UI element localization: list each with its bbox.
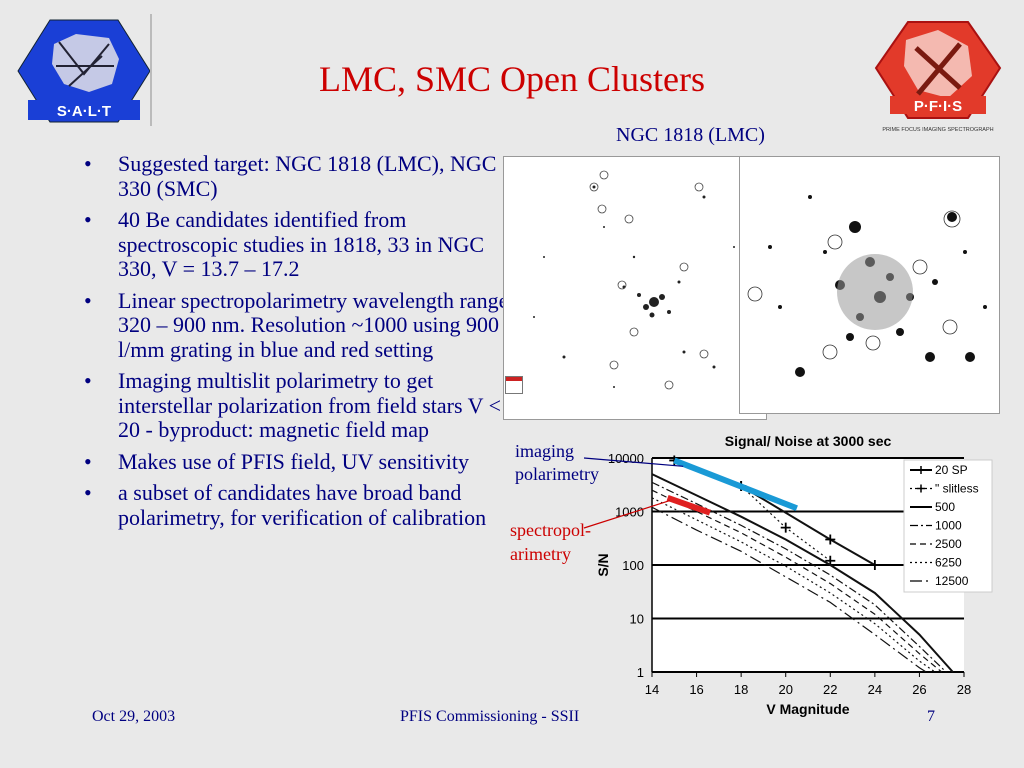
spectropol-annotation-line: arimetry [510, 544, 571, 564]
bullet-item: Suggested target: NGC 1818 (LMC), NGC 33… [82, 151, 512, 201]
slide-title: LMC, SMC Open Clusters [318, 59, 706, 99]
spectropol-pointer-arrow [583, 500, 671, 529]
y-tick-label: 1 [637, 665, 644, 680]
image-placeholder-icon [505, 376, 523, 394]
salt-logo-text: S·A·L·T [57, 103, 111, 120]
y-tick-label: 100 [622, 558, 644, 573]
star-field-image-zoom [739, 156, 1000, 414]
highlight-band [666, 495, 711, 516]
series-marker [869, 560, 880, 570]
y-axis-label: S/N [595, 553, 611, 576]
x-tick-label: 16 [689, 682, 703, 697]
image-caption: NGC 1818 (LMC) [616, 124, 765, 146]
star-field-wide-svg [533, 170, 755, 390]
imaging-annotation-line: polarimetry [515, 464, 599, 484]
chart-title: Signal/ Noise at 3000 sec [725, 433, 892, 449]
legend-marker [917, 484, 925, 493]
legend-entry: 500 [935, 500, 955, 514]
x-tick-label: 18 [734, 682, 748, 697]
series-line [651, 506, 927, 673]
pfis-logo-text: P·F·I·S [914, 98, 962, 115]
pfis-logo-subtext: PRIME FOCUS IMAGING SPECTROGRAPH [882, 127, 993, 133]
legend-entry: " slitless [935, 482, 979, 496]
series-line [651, 489, 943, 673]
series-line [651, 481, 947, 673]
legend-entry: 1000 [935, 519, 962, 533]
bullet-list: Suggested target: NGC 1818 (LMC), NGC 33… [82, 151, 512, 537]
x-tick-label: 22 [823, 682, 837, 697]
imaging-pointer-arrow [583, 457, 684, 467]
bullet-item: Linear spectropolarimetry wavelength ran… [82, 288, 512, 363]
y-tick-label: 10000 [608, 451, 644, 466]
bullet-item: a subset of candidates have broad band p… [82, 480, 512, 530]
imaging-annotation: imaging polarimetry [515, 440, 599, 486]
signal-noise-chart: 1 10 100 1000 10000 14 16 18 20 22 24 26 28 Signal/ N… [583, 433, 993, 717]
x-tick-label: 24 [868, 682, 882, 697]
footer-date: Oct 29, 2003 [92, 708, 176, 725]
spectropol-annotation: spectropol- arimetry [510, 518, 591, 566]
pfis-logo: P·F·I·S PRIME FOCUS IMAGING SPECTROGRAPH [868, 18, 1008, 136]
x-tick-label: 26 [912, 682, 926, 697]
x-tick-label: 14 [645, 682, 659, 697]
star-field-zoom-svg [747, 195, 987, 377]
x-tick-label: 20 [778, 682, 792, 697]
y-tick-label: 10 [630, 612, 644, 627]
x-tick-label: 28 [957, 682, 971, 697]
legend-entry: 12500 [935, 574, 969, 588]
series-marker [825, 534, 836, 545]
bullet-item: Makes use of PFIS field, UV sensitivity [82, 449, 512, 475]
legend-marker [917, 466, 925, 474]
imaging-annotation-line: imaging [515, 441, 574, 461]
bullet-item: 40 Be candidates identified from spectro… [82, 207, 512, 282]
footer-page-number: 7 [927, 708, 935, 725]
series-line [651, 497, 936, 673]
series-marker [780, 522, 791, 533]
salt-logo: S·A·L·T [14, 14, 154, 128]
x-axis-label: V Magnitude [766, 701, 849, 717]
star-field-image-wide [503, 156, 767, 420]
highlight-band [673, 457, 798, 512]
legend-entry: 6250 [935, 556, 962, 570]
series-line [651, 473, 954, 673]
bullet-item: Imaging multislit polarimetry to get int… [82, 368, 512, 443]
legend-entry: 2500 [935, 537, 962, 551]
logo-divider [150, 14, 152, 126]
legend-entry: 20 SP [935, 463, 968, 477]
legend-box [903, 459, 993, 593]
spectropol-annotation-line: spectropol- [510, 520, 591, 540]
footer-center: PFIS Commissioning - SSII [400, 708, 580, 725]
